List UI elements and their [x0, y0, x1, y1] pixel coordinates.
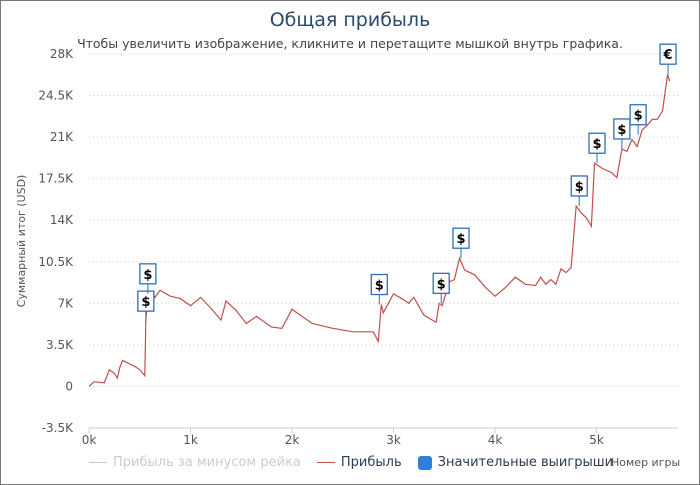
big-win-marker: [570, 175, 588, 197]
legend-item-profit[interactable]: Прибыль: [316, 455, 402, 470]
big-win-marker-label: $: [456, 232, 465, 247]
y-tick-label: 7K: [57, 296, 74, 310]
big-win-marker-label: $: [592, 137, 601, 152]
y-tick-label: 24.5K: [38, 89, 74, 103]
big-win-marker: [432, 272, 450, 294]
big-win-marker: [370, 273, 388, 296]
legend-item-big-wins[interactable]: Значительные выигрыши: [417, 455, 613, 470]
x-tick-label: 2k: [285, 433, 300, 447]
big-win-marker: [659, 43, 677, 65]
x-tick-label: 4k: [488, 433, 503, 447]
big-win-marker: [139, 263, 157, 285]
legend: Прибыль за минусом рейка Прибыль Значите…: [89, 455, 623, 470]
big-win-marker-label: $: [375, 279, 384, 294]
chart-subtitle: Чтобы увеличить изображение, кликните и …: [77, 36, 623, 51]
y-axis-title: Суммарный итог (USD): [15, 175, 28, 308]
x-tick-label: 3k: [386, 433, 401, 447]
big-win-marker-label: $: [141, 295, 150, 310]
big-win-marker-label: $: [575, 180, 584, 195]
big-win-marker-label: €: [663, 48, 673, 63]
y-tick-label: 14K: [50, 213, 74, 227]
big-win-marker-label: $: [634, 109, 643, 124]
big-win-marker: [137, 290, 155, 312]
big-win-marker-label: $: [143, 268, 152, 283]
legend-line-icon: [89, 462, 107, 463]
profit-series-line: [88, 74, 671, 387]
big-win-marker-label: $: [617, 123, 626, 138]
x-axis-title: Номер игры: [611, 456, 681, 469]
big-win-marker: [629, 104, 647, 126]
big-win-marker: [452, 227, 470, 249]
y-tick-label: 21K: [50, 130, 74, 144]
big-win-marker: [613, 118, 631, 140]
chart-title: Общая прибыль: [269, 9, 431, 31]
y-tick-label: 28K: [50, 47, 74, 61]
y-tick-label: 17.5K: [38, 172, 74, 186]
x-tick-label: 0k: [82, 433, 97, 447]
legend-square-icon: [417, 455, 432, 470]
y-tick-label: 0: [65, 379, 73, 393]
legend-line-icon: [316, 462, 335, 463]
y-tick-label: 3.5K: [46, 338, 74, 352]
x-tick-label: 5k: [589, 433, 604, 447]
x-tick-label: 1k: [183, 433, 198, 447]
big-win-marker: [588, 132, 606, 154]
big-win-marker-label: $: [437, 277, 446, 292]
y-tick-label: 10.5K: [38, 255, 74, 269]
y-tick-label: -3.5K: [42, 421, 74, 435]
legend-item-net-profit[interactable]: Прибыль за минусом рейка: [89, 455, 301, 470]
